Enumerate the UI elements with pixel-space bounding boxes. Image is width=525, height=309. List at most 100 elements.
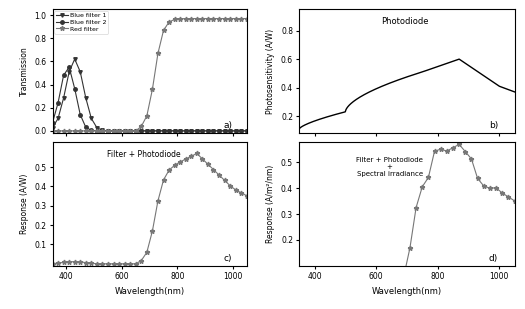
Red filter [144, 114, 150, 118]
Red filter [60, 129, 67, 133]
Red filter [227, 17, 233, 20]
Blue filter 1 [110, 129, 117, 133]
Blue filter 2 [82, 125, 89, 129]
Red filter [71, 129, 78, 133]
Blue filter 1 [222, 129, 228, 133]
Red filter [99, 129, 106, 133]
Red filter [194, 17, 200, 20]
Blue filter 2 [244, 129, 250, 133]
Red filter [55, 129, 61, 133]
Blue filter 1 [216, 129, 222, 133]
Blue filter 1 [138, 129, 144, 133]
Red filter [66, 129, 72, 133]
Blue filter 1 [199, 129, 205, 133]
Blue filter 1 [183, 129, 189, 133]
Blue filter 1 [99, 129, 106, 132]
Red filter [105, 129, 111, 133]
Blue filter 1 [194, 129, 200, 133]
Blue filter 2 [66, 65, 72, 69]
Red filter [121, 129, 128, 133]
Red filter [216, 17, 222, 20]
Red filter [166, 20, 172, 24]
Blue filter 2 [166, 129, 172, 133]
Red filter [244, 17, 250, 20]
Red filter [205, 17, 211, 20]
Blue filter 2 [77, 113, 83, 116]
Text: b): b) [489, 121, 498, 130]
Text: d): d) [489, 254, 498, 263]
Blue filter 1 [77, 70, 83, 74]
Blue filter 1 [133, 129, 139, 133]
Blue filter 2 [144, 129, 150, 133]
Y-axis label: Transmission: Transmission [19, 46, 28, 96]
Red filter [233, 17, 239, 20]
Blue filter 1 [144, 129, 150, 133]
Red filter [188, 17, 194, 20]
Line: Red filter: Red filter [50, 16, 249, 133]
Blue filter 1 [177, 129, 183, 133]
Text: Photodiode: Photodiode [381, 17, 428, 26]
Blue filter 1 [105, 129, 111, 133]
Blue filter 1 [116, 129, 122, 133]
Blue filter 2 [138, 129, 144, 133]
Blue filter 1 [127, 129, 133, 133]
Blue filter 2 [194, 129, 200, 133]
Blue filter 1 [227, 129, 233, 133]
Red filter [94, 129, 100, 133]
Blue filter 2 [227, 129, 233, 133]
Red filter [238, 17, 244, 20]
Blue filter 2 [49, 121, 56, 125]
Blue filter 1 [60, 96, 67, 100]
Blue filter 2 [155, 129, 161, 133]
Line: Blue filter 2: Blue filter 2 [51, 66, 248, 133]
Blue filter 1 [94, 126, 100, 129]
Blue filter 1 [71, 57, 78, 61]
Blue filter 2 [188, 129, 194, 133]
Blue filter 2 [105, 129, 111, 133]
Blue filter 1 [166, 129, 172, 133]
Blue filter 2 [222, 129, 228, 133]
Red filter [77, 129, 83, 133]
Blue filter 1 [49, 126, 56, 129]
Red filter [82, 129, 89, 133]
Y-axis label: Response (A/W): Response (A/W) [19, 174, 28, 234]
Blue filter 1 [211, 129, 217, 133]
Red filter [155, 52, 161, 55]
Red filter [222, 17, 228, 20]
Blue filter 2 [71, 87, 78, 91]
Red filter [88, 129, 94, 133]
Blue filter 2 [110, 129, 117, 133]
Blue filter 1 [55, 116, 61, 120]
Blue filter 1 [172, 129, 178, 133]
Blue filter 2 [177, 129, 183, 133]
Blue filter 1 [66, 70, 72, 74]
Text: c): c) [224, 254, 232, 263]
Blue filter 1 [244, 129, 250, 133]
Blue filter 2 [160, 129, 166, 133]
Blue filter 2 [121, 129, 128, 133]
Blue filter 2 [216, 129, 222, 133]
Y-axis label: Response (A/m²/nm): Response (A/m²/nm) [266, 165, 275, 243]
Blue filter 1 [88, 116, 94, 120]
Red filter [138, 125, 144, 128]
Blue filter 2 [127, 129, 133, 133]
Blue filter 2 [133, 129, 139, 133]
Text: a): a) [224, 121, 233, 130]
Red filter [199, 17, 205, 20]
Blue filter 1 [149, 129, 155, 133]
Red filter [127, 129, 133, 133]
Blue filter 2 [172, 129, 178, 133]
Legend: Blue filter 1, Blue filter 2, Red filter: Blue filter 1, Blue filter 2, Red filter [55, 11, 108, 33]
Red filter [177, 17, 183, 21]
Blue filter 2 [88, 129, 94, 132]
Red filter [116, 129, 122, 133]
Blue filter 2 [55, 101, 61, 105]
Blue filter 2 [99, 129, 106, 133]
Red filter [172, 18, 178, 21]
Y-axis label: Photosensitivity (A/W): Photosensitivity (A/W) [266, 29, 275, 114]
Blue filter 2 [205, 129, 211, 133]
Red filter [160, 28, 166, 32]
Blue filter 1 [238, 129, 244, 133]
Red filter [211, 17, 217, 20]
Text: Filter + Photodiode: Filter + Photodiode [107, 150, 181, 159]
